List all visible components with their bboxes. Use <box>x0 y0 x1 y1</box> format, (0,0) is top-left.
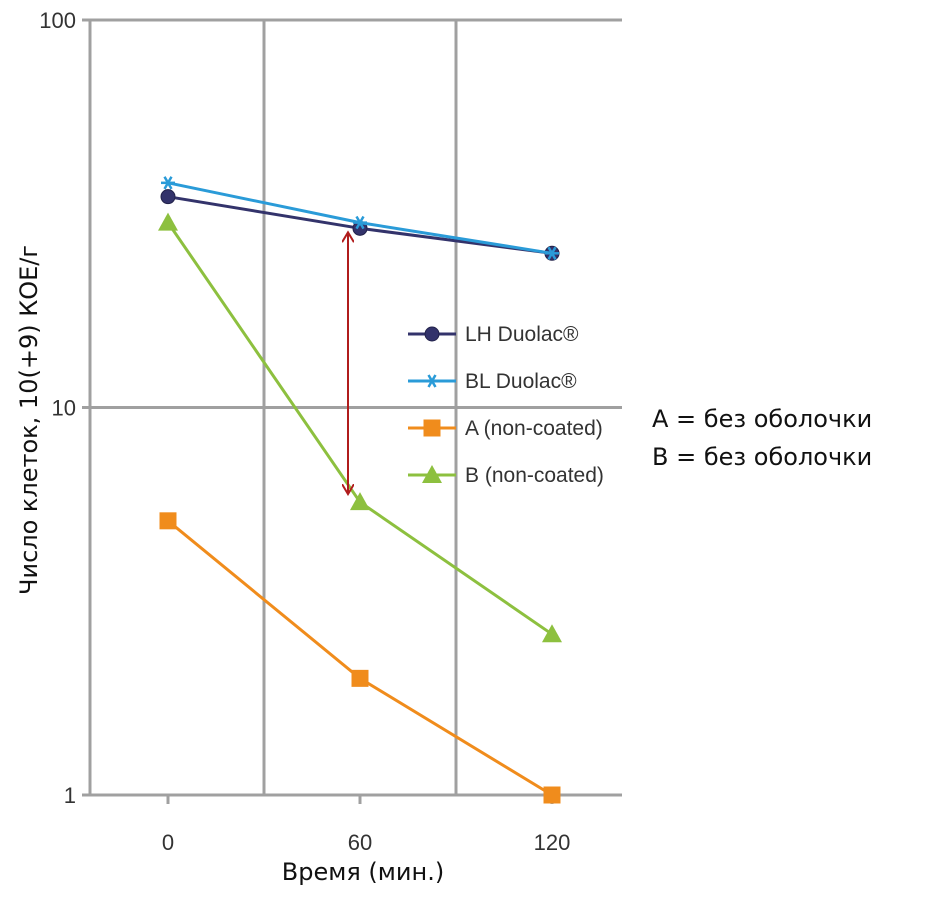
data-point <box>353 215 367 230</box>
legend-label: BL Duolac® <box>465 370 577 393</box>
series-2 <box>159 512 561 804</box>
grid-layer <box>90 18 622 795</box>
series-line <box>167 181 553 255</box>
data-point-stroke <box>547 246 557 260</box>
legend-item: LH Duolac® <box>408 323 579 346</box>
axes-layer: 1 10 100 0 60 120 <box>39 8 622 855</box>
data-point <box>351 669 369 687</box>
legend-marker <box>424 326 440 342</box>
x-axis-label: Время (мин.) <box>282 858 444 886</box>
data-point <box>545 246 559 260</box>
data-point <box>159 512 177 530</box>
y-tick-label: 10 <box>52 396 76 421</box>
data-point-stroke <box>163 176 173 190</box>
series-3 <box>158 212 562 643</box>
labels-layer: Время (мин.) Число клеток, 10(+9) КОЕ/г … <box>15 245 872 886</box>
data-point <box>161 176 175 190</box>
data-point <box>350 492 370 511</box>
x-tick-label: 120 <box>534 830 571 855</box>
note-a: A = без оболочки <box>652 405 872 433</box>
data-point <box>158 212 178 231</box>
series-1 <box>161 176 559 260</box>
data-point <box>543 786 561 804</box>
y-tick-label: 100 <box>39 8 76 33</box>
legend-marker <box>422 465 442 483</box>
legend-marker <box>425 374 439 388</box>
legend: LH Duolac® BL Duolac® A (non-coated) B (non… <box>408 323 604 487</box>
series-layer <box>158 176 562 804</box>
series-0 <box>160 189 560 261</box>
note-b: B = без оболочки <box>652 443 872 471</box>
legend-item: B (non-coated) <box>408 464 604 487</box>
x-tick-label: 60 <box>348 830 372 855</box>
y-tick-label: 1 <box>64 783 76 808</box>
legend-item: BL Duolac® <box>408 370 577 393</box>
legend-marker-stroke <box>427 374 437 388</box>
data-point <box>542 624 562 643</box>
series-line <box>167 519 553 797</box>
data-point-stroke <box>355 215 365 230</box>
data-point <box>160 189 176 205</box>
legend-marker <box>423 419 441 437</box>
legend-label: B (non-coated) <box>465 464 604 487</box>
y-axis-label: Число клеток, 10(+9) КОЕ/г <box>15 245 43 595</box>
legend-label: A (non-coated) <box>465 417 603 440</box>
x-tick-label: 0 <box>162 830 174 855</box>
legend-item: A (non-coated) <box>408 417 603 440</box>
legend-label: LH Duolac® <box>465 323 579 346</box>
